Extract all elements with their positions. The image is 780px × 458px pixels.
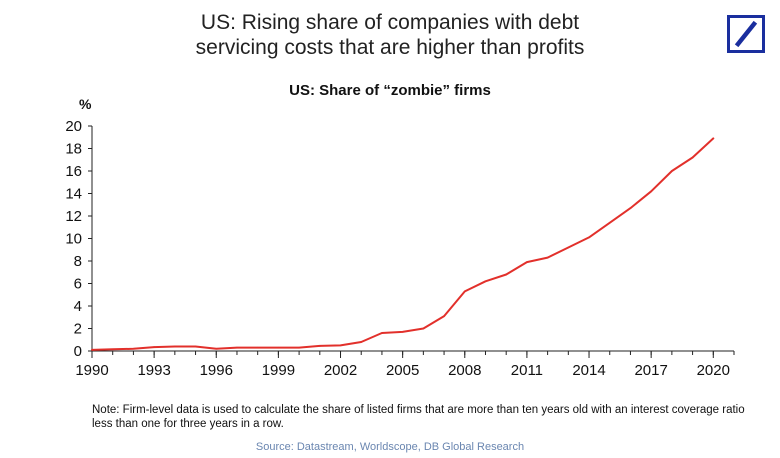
- data-point: [132, 347, 135, 350]
- data-point: [381, 332, 383, 334]
- y-tick-label: 10: [65, 231, 82, 248]
- data-point: [691, 156, 694, 159]
- y-tick-label: 4: [74, 298, 82, 315]
- data-point: [546, 256, 549, 259]
- y-tick-label: 20: [65, 118, 82, 135]
- data-point: [401, 331, 404, 333]
- data-point: [360, 341, 363, 343]
- x-tick-label: 1993: [137, 362, 170, 379]
- chart-note: Note: Firm-level data is used to calcula…: [92, 404, 745, 430]
- x-tick-label: 2011: [511, 362, 543, 379]
- x-tick-label: 1996: [200, 362, 233, 379]
- data-point: [712, 137, 715, 140]
- x-tick-label: 1990: [75, 362, 108, 379]
- x-tick-label: 2008: [448, 362, 481, 379]
- y-tick-label: 2: [74, 321, 82, 338]
- data-point: [443, 315, 445, 317]
- data-point: [277, 346, 280, 349]
- deutsche-bank-logo-icon: [727, 15, 765, 53]
- data-point: [319, 345, 321, 347]
- y-tick-label: 0: [74, 343, 82, 360]
- data-point: [608, 221, 611, 224]
- x-tick-label: 2020: [697, 362, 730, 379]
- y-tick-label: 12: [65, 208, 82, 225]
- data-point: [153, 346, 155, 348]
- data-point: [256, 346, 259, 349]
- chart-title: US: Share of “zombie” firms: [289, 82, 491, 99]
- data-point: [215, 347, 218, 350]
- data-point: [505, 273, 507, 276]
- data-point: [236, 346, 238, 349]
- data-point: [671, 170, 673, 172]
- data-point: [484, 280, 487, 283]
- data-point: [422, 327, 425, 330]
- data-point: [174, 345, 176, 348]
- data-point: [463, 290, 466, 293]
- data-point: [194, 345, 197, 348]
- title-line-1: US: Rising share of companies with debt: [200, 11, 580, 34]
- y-tick-label: 18: [65, 141, 82, 158]
- page-title: US: Rising share of companies with debt …: [0, 10, 780, 60]
- zombie-share-series-line: [91, 137, 715, 351]
- data-point: [111, 348, 114, 351]
- data-point: [650, 190, 652, 193]
- x-tick-label: 2014: [572, 362, 605, 379]
- x-tick-label: 2005: [386, 362, 419, 379]
- data-point: [588, 236, 590, 239]
- title-line-2: servicing costs that are higher than pro…: [195, 36, 585, 59]
- y-tick-label: 16: [65, 163, 82, 180]
- chart-source: Source: Datastream, Worldscope, DB Globa…: [255, 441, 525, 453]
- y-tick-label: 8: [74, 253, 82, 270]
- data-point: [567, 246, 570, 249]
- x-tick-label: 1999: [262, 362, 295, 379]
- y-tick-label: 6: [74, 276, 82, 293]
- data-point: [526, 261, 528, 263]
- data-point: [298, 346, 300, 349]
- x-tick-label: 2002: [324, 362, 357, 379]
- x-tick-label: 2017: [634, 362, 667, 379]
- data-point: [91, 349, 93, 351]
- y-axis-unit-label: %: [79, 96, 92, 112]
- data-point: [629, 207, 632, 209]
- zombie-firms-line-chart: 0 2 4 6 8 10 12 14 16 18 20 1990 1993 1996 1999 2002 200…: [65, 118, 735, 379]
- data-point: [339, 344, 342, 347]
- logo-slash-icon: [734, 20, 758, 48]
- y-tick-label: 14: [65, 186, 82, 203]
